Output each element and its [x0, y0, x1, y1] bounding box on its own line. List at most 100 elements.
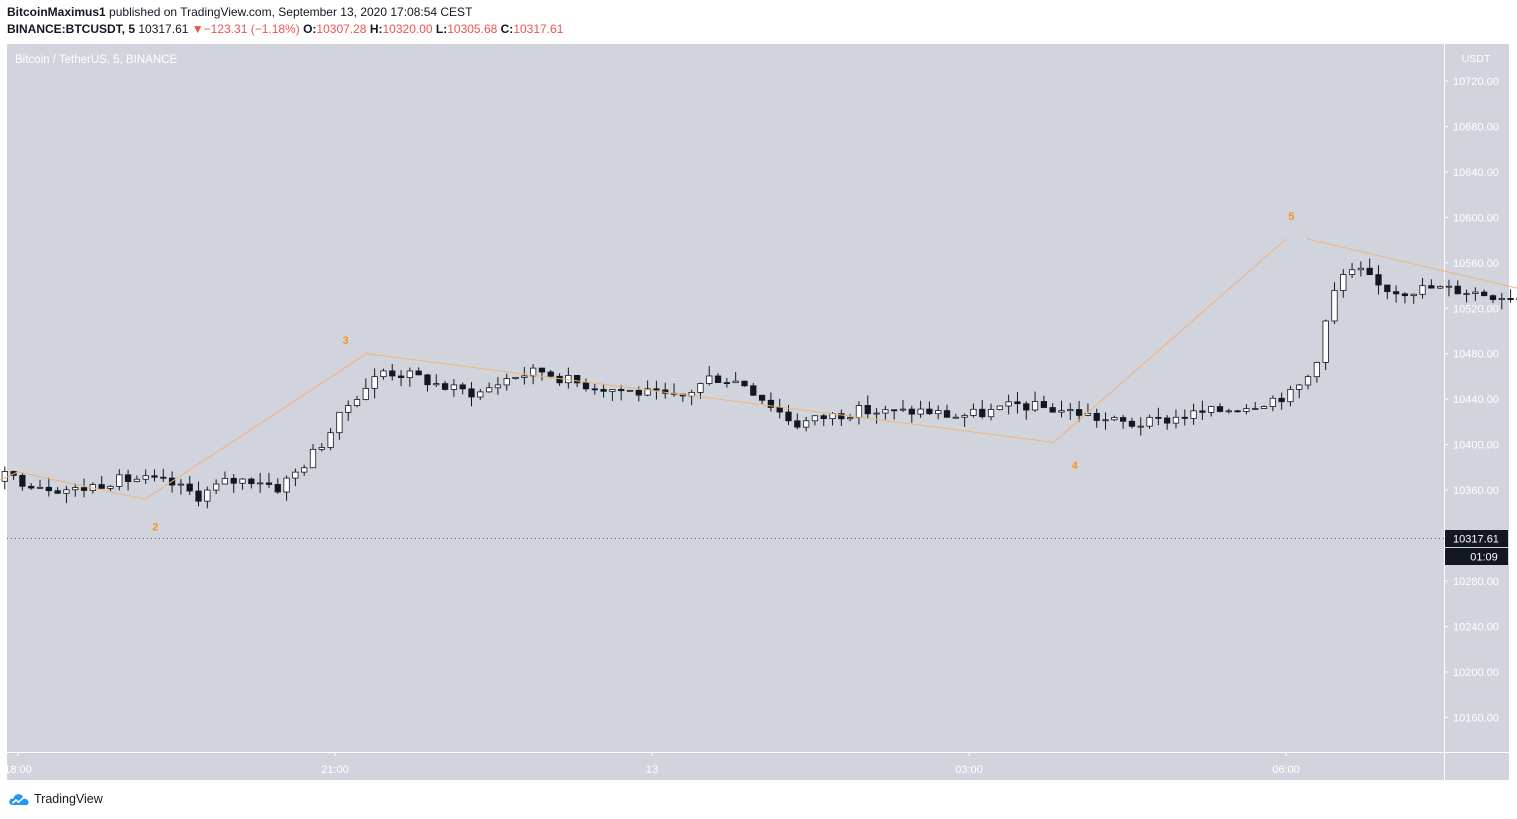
- candle: [732, 371, 739, 384]
- candle: [767, 392, 775, 412]
- candle: [239, 477, 246, 490]
- x-tick-label: 06:00: [1272, 764, 1300, 776]
- close-value: 10317.61: [513, 22, 564, 36]
- candle: [63, 486, 70, 504]
- last-price-tag: 10317.61 01:09: [1445, 530, 1508, 565]
- wave-count-label: 2: [152, 521, 158, 533]
- candle: [1181, 409, 1188, 426]
- price-change: −123.31 (−1.18%): [203, 22, 300, 36]
- candle: [1313, 361, 1320, 383]
- candle: [1216, 403, 1224, 413]
- candle: [45, 477, 52, 497]
- candle: [847, 414, 854, 422]
- open-value: 10307.28: [316, 22, 367, 36]
- candle: [626, 389, 634, 392]
- candle: [318, 443, 325, 452]
- candle: [600, 383, 607, 398]
- candle: [1340, 269, 1347, 298]
- candle: [485, 382, 493, 393]
- candle: [952, 413, 959, 419]
- candle: [1120, 414, 1127, 429]
- y-tick-label: 10280.00: [1453, 576, 1499, 588]
- candle: [1164, 414, 1171, 430]
- candle: [204, 486, 211, 509]
- y-tick-label: 10520.00: [1453, 303, 1499, 315]
- ohlc-line: BINANCE:BTCUSDT, 5 10317.61 ▼−123.31 (−1…: [7, 22, 563, 36]
- candle: [1392, 285, 1400, 303]
- candle: [1190, 403, 1197, 425]
- candle: [1419, 277, 1426, 299]
- candle: [1269, 395, 1276, 412]
- candle: [970, 403, 977, 418]
- x-tick-label: 21:00: [321, 764, 349, 776]
- candle: [1463, 289, 1470, 303]
- pane-title: Bitcoin / TetherUS, 5, BINANCE: [15, 54, 178, 66]
- author-name[interactable]: BitcoinMaximus1: [7, 5, 106, 19]
- time-scale[interactable]: [7, 752, 1509, 780]
- candle: [811, 415, 819, 426]
- candle: [1058, 400, 1065, 418]
- close-label: C:: [500, 22, 514, 36]
- candle: [380, 368, 387, 380]
- candle: [265, 472, 273, 488]
- candle: [1075, 401, 1083, 422]
- candle: [230, 474, 237, 493]
- candle: [19, 473, 26, 491]
- candle: [1243, 404, 1250, 415]
- candle: [1331, 282, 1338, 325]
- candle: [1481, 289, 1488, 297]
- candle: [556, 373, 563, 386]
- candle: [406, 367, 413, 387]
- candle: [177, 479, 185, 495]
- candle: [1287, 385, 1294, 407]
- candle: [1014, 392, 1021, 414]
- candle: [864, 395, 871, 419]
- candle: [1304, 374, 1312, 390]
- symbol-label: BINANCE:BTCUSDT, 5: [7, 22, 136, 36]
- candle: [433, 374, 440, 388]
- candle: [618, 385, 625, 401]
- candle: [899, 400, 907, 412]
- candle: [124, 469, 132, 491]
- wave-count-label: 4: [1072, 460, 1079, 472]
- candle: [1172, 409, 1180, 429]
- candle: [353, 395, 361, 408]
- tradingview-logo[interactable]: TradingView: [8, 791, 103, 807]
- candle: [336, 411, 343, 440]
- candle: [309, 444, 317, 469]
- candle: [477, 388, 484, 400]
- candle: [345, 400, 352, 422]
- candle: [415, 367, 422, 376]
- candle: [820, 413, 827, 427]
- wave-count-label: 5: [1288, 211, 1294, 223]
- candle: [1137, 417, 1144, 436]
- candle: [1067, 402, 1074, 420]
- candle: [1155, 407, 1162, 426]
- x-tick-label: 18:00: [4, 764, 32, 776]
- candle: [397, 370, 405, 387]
- candle: [723, 378, 730, 388]
- candle: [28, 483, 35, 490]
- candle: [961, 413, 968, 427]
- candle: [1472, 287, 1479, 301]
- high-value: 10320.00: [382, 22, 433, 36]
- candle: [213, 479, 220, 495]
- candle: [1357, 261, 1365, 277]
- candle: [1111, 415, 1118, 422]
- tradingview-brand: TradingView: [34, 792, 103, 806]
- candle: [389, 363, 396, 381]
- x-axis: 18:0021:001303:0006:0009:0012:0015:0018:…: [4, 752, 1300, 776]
- candle: [591, 384, 598, 395]
- candle: [1489, 294, 1497, 304]
- candle: [1234, 409, 1241, 413]
- candle: [1366, 258, 1373, 276]
- price-scale[interactable]: [1444, 44, 1509, 752]
- plot-area[interactable]: [7, 44, 1444, 752]
- candle: [979, 400, 986, 419]
- candle: [802, 416, 810, 432]
- candle: [221, 471, 229, 485]
- candle: [133, 475, 141, 483]
- candle: [441, 380, 449, 391]
- candle: [653, 380, 660, 400]
